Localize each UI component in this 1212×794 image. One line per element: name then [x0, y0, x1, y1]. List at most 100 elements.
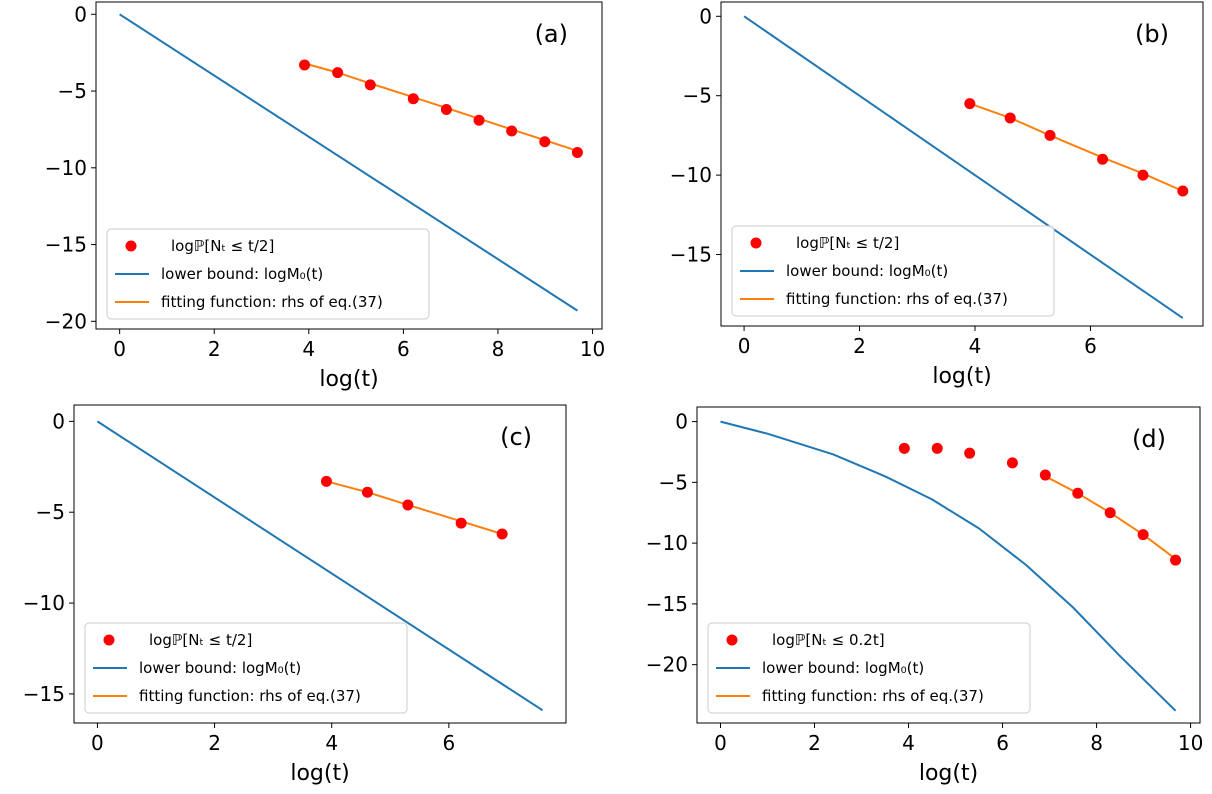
- data-point: [898, 442, 910, 454]
- series-line-fitting-function: [326, 480, 503, 535]
- x-tick-label: 4: [325, 731, 338, 755]
- data-point: [1137, 529, 1149, 541]
- legend-marker: [726, 634, 738, 646]
- x-tick-label: 8: [492, 337, 505, 361]
- series-line-lower-bound: [119, 13, 578, 312]
- data-point: [440, 103, 452, 115]
- y-tick-label: −10: [670, 163, 712, 187]
- legend: logℙ[Nₜ ≤ t/2] lower bound: logM₀(t) fitti…: [84, 622, 408, 714]
- data-point: [1072, 487, 1084, 499]
- data-point: [1170, 554, 1182, 566]
- data-point: [1044, 129, 1056, 141]
- x-axis-label: log(t): [919, 761, 978, 786]
- legend-marker: [103, 634, 115, 646]
- data-point: [1039, 469, 1051, 481]
- data-point: [361, 486, 373, 498]
- x-tick-label: 4: [302, 337, 315, 361]
- y-tick-label: −5: [58, 79, 87, 103]
- y-tick-label: −5: [36, 500, 65, 524]
- x-tick-label: 2: [208, 337, 221, 361]
- data-point: [496, 528, 508, 540]
- legend-entry-label: fitting function: rhs of eq.(37): [161, 293, 383, 311]
- y-tick-label: −5: [659, 470, 688, 494]
- x-tick-label: 2: [808, 731, 821, 755]
- data-point: [1177, 185, 1189, 197]
- data-point: [473, 114, 485, 126]
- data-point: [1006, 457, 1018, 469]
- legend-entry-label: fitting function: rhs of eq.(37): [786, 290, 1008, 308]
- x-tick-label: 10: [1178, 731, 1203, 755]
- series-line-fitting-function: [969, 102, 1184, 192]
- data-point: [332, 67, 344, 79]
- panel-label: (a): [535, 20, 568, 48]
- data-point: [931, 442, 943, 454]
- panel-label: (b): [1135, 20, 1169, 48]
- y-tick-label: −15: [45, 233, 87, 257]
- y-tick-label: −15: [670, 243, 712, 267]
- x-tick-label: 10: [580, 337, 605, 361]
- legend-entry-label: logℙ[Nₜ ≤ t/2]: [796, 234, 899, 252]
- plot-frame: [720, 1, 1204, 327]
- plot-frame: [696, 406, 1201, 724]
- x-axis-label: log(t): [932, 364, 991, 389]
- data-point: [402, 499, 414, 511]
- legend-box: [731, 225, 1055, 317]
- x-tick-label: 0: [714, 731, 727, 755]
- data-point: [320, 475, 332, 487]
- legend: logℙ[Nₜ ≤ 0.2t] lower bound: logM₀(t) fitt…: [707, 622, 1031, 714]
- legend-box: [84, 622, 408, 714]
- legend-entry-label: fitting function: rhs of eq.(37): [139, 687, 361, 705]
- chart-panel-1: 0 2 4 6 8 10 0 −5 −10 −15 −20 log(t) (a) logℙ[Nₜ ≤ t/…: [45, 1, 605, 392]
- x-tick-label: 6: [1084, 334, 1097, 358]
- x-tick-label: 0: [113, 337, 126, 361]
- legend-entry-label: logℙ[Nₜ ≤ t/2]: [171, 237, 274, 255]
- x-tick-label: 6: [996, 731, 1009, 755]
- chart-panel-3: 0 2 4 6 0 −5 −10 −15 log(t) (c) logℙ[Nₜ ≤ t/2] lowe…: [23, 404, 567, 786]
- legend-entry-label: logℙ[Nₜ ≤ 0.2t]: [772, 631, 885, 649]
- legend-entry-label: fitting function: rhs of eq.(37): [762, 687, 984, 705]
- legend: logℙ[Nₜ ≤ t/2] lower bound: logM₀(t) fitti…: [731, 225, 1055, 317]
- y-tick-label: 0: [52, 409, 65, 433]
- legend-marker: [125, 240, 137, 252]
- data-point: [964, 98, 976, 110]
- series-line-lower-bound: [96, 420, 544, 712]
- y-tick-label: 0: [699, 4, 712, 28]
- y-tick-label: −15: [23, 682, 65, 706]
- data-point: [1004, 112, 1016, 124]
- chart-panel-4: 0 2 4 6 8 10 0 −5 −10 −15 −20 log(t) (d) logℙ[Nₜ ≤ 0.…: [646, 406, 1203, 786]
- plot-frame: [73, 404, 567, 724]
- data-point: [539, 136, 551, 148]
- y-tick-label: −15: [646, 592, 688, 616]
- legend: logℙ[Nₜ ≤ t/2] lower bound: logM₀(t) fitti…: [106, 228, 430, 320]
- data-point: [364, 79, 376, 91]
- data-point: [571, 146, 583, 158]
- legend-box: [106, 228, 430, 320]
- x-tick-label: 0: [91, 731, 104, 755]
- legend-entry-label: lower bound: logM₀(t): [786, 262, 948, 280]
- x-axis-label: log(t): [319, 367, 378, 392]
- y-tick-label: −10: [45, 156, 87, 180]
- y-tick-label: −10: [23, 591, 65, 615]
- legend-entry-label: logℙ[Nₜ ≤ t/2]: [149, 631, 252, 649]
- data-point: [1097, 153, 1109, 165]
- legend-box: [707, 622, 1031, 714]
- chart-panel-2: 0 2 4 6 0 −5 −10 −15 log(t) (b) logℙ[Nₜ ≤ t/2] lowe…: [670, 1, 1204, 389]
- x-axis-label: log(t): [290, 761, 349, 786]
- x-tick-label: 4: [902, 731, 915, 755]
- series-line-lower-bound: [720, 420, 1177, 712]
- panel-label: (c): [500, 423, 532, 451]
- y-tick-label: 0: [675, 410, 688, 434]
- data-point: [1104, 507, 1116, 519]
- y-tick-label: −5: [683, 84, 712, 108]
- legend-marker: [750, 237, 762, 249]
- x-tick-label: 0: [738, 334, 751, 358]
- data-point: [964, 447, 976, 459]
- data-point: [455, 517, 467, 529]
- data-point: [506, 125, 518, 137]
- data-point: [1137, 169, 1149, 181]
- x-tick-label: 6: [397, 337, 410, 361]
- legend-entry-label: lower bound: logM₀(t): [762, 659, 924, 677]
- legend-entry-label: lower bound: logM₀(t): [139, 659, 301, 677]
- y-tick-label: −20: [45, 309, 87, 333]
